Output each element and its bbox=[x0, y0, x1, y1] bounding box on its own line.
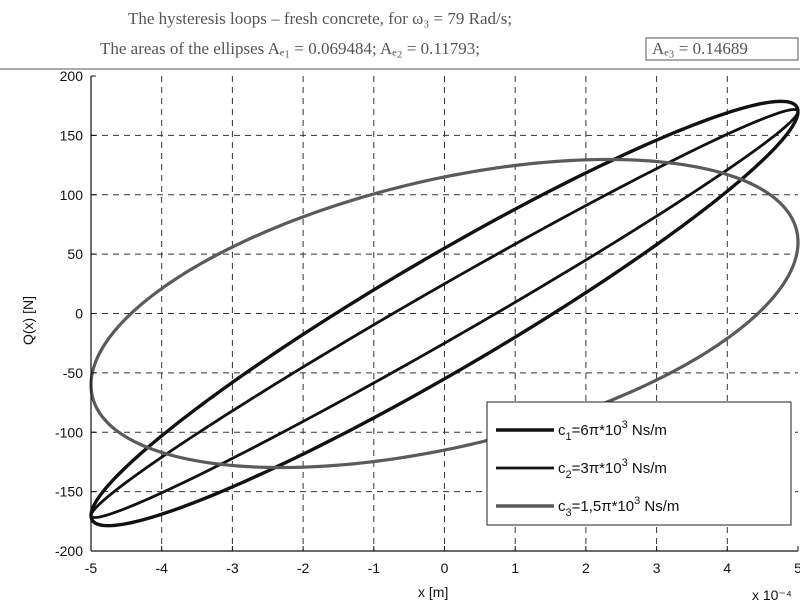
y-tick-label-3: -50 bbox=[63, 365, 83, 381]
y-tick-label-4: 0 bbox=[75, 306, 83, 322]
y-tick-label-2: -100 bbox=[55, 424, 83, 440]
chart-title-line-2: The areas of the ellipses Aₑ₁ = 0.069484… bbox=[100, 39, 480, 58]
legend: c1=6π*103 Ns/m c2=3π*103 Ns/m c3=1,5π*10… bbox=[486, 401, 792, 526]
x-axis-label: x [m] bbox=[418, 584, 448, 600]
x-tick-label-0: -5 bbox=[85, 560, 98, 576]
x-tick-label-6: 1 bbox=[511, 560, 519, 576]
y-axis-label: Q(x) [N] bbox=[20, 296, 36, 345]
x-tick-label-7: 2 bbox=[582, 560, 590, 576]
ticks-layer: -5 -4 -3 -2 -1 0 1 2 3 4 5 -200 -150 -100 -50 0 50 100 150… bbox=[55, 68, 800, 576]
x-tick-label-1: -4 bbox=[155, 560, 168, 576]
y-tick-label-7: 150 bbox=[60, 127, 84, 143]
y-tick-label-0: -200 bbox=[55, 543, 83, 559]
x-tick-label-8: 3 bbox=[653, 560, 661, 576]
grid-layer bbox=[91, 76, 798, 551]
y-tick-label-1: -150 bbox=[55, 484, 83, 500]
x-tick-label-9: 4 bbox=[723, 560, 731, 576]
chart-title-line-1: The hysteresis loops – fresh concrete, f… bbox=[128, 9, 512, 28]
y-tick-label-6: 100 bbox=[60, 187, 84, 203]
boxed-area-frame bbox=[645, 37, 799, 61]
boxed-area-value: Aₑ₃ = 0.14689 bbox=[652, 39, 748, 58]
legend-label-3: c3=1,5π*103 Ns/m bbox=[558, 495, 679, 519]
x-tick-label-10: 5 bbox=[794, 560, 800, 576]
legend-label-1: c1=6π*103 Ns/m bbox=[558, 419, 667, 443]
x-tick-label-3: -2 bbox=[297, 560, 310, 576]
legend-label-2: c2=3π*103 Ns/m bbox=[558, 457, 667, 481]
x-tick-label-5: 0 bbox=[441, 560, 449, 576]
legend-entry-2: c2=3π*103 Ns/m bbox=[496, 457, 667, 481]
y-tick-label-5: 50 bbox=[67, 246, 83, 262]
x-tick-label-4: -1 bbox=[368, 560, 381, 576]
x-tick-label-2: -3 bbox=[226, 560, 239, 576]
legend-entry-3: c3=1,5π*103 Ns/m bbox=[496, 495, 679, 519]
y-tick-label-8: 200 bbox=[60, 68, 84, 84]
x-axis-multiplier: x 10⁻⁴ bbox=[752, 587, 792, 603]
legend-entry-1: c1=6π*103 Ns/m bbox=[496, 419, 667, 443]
